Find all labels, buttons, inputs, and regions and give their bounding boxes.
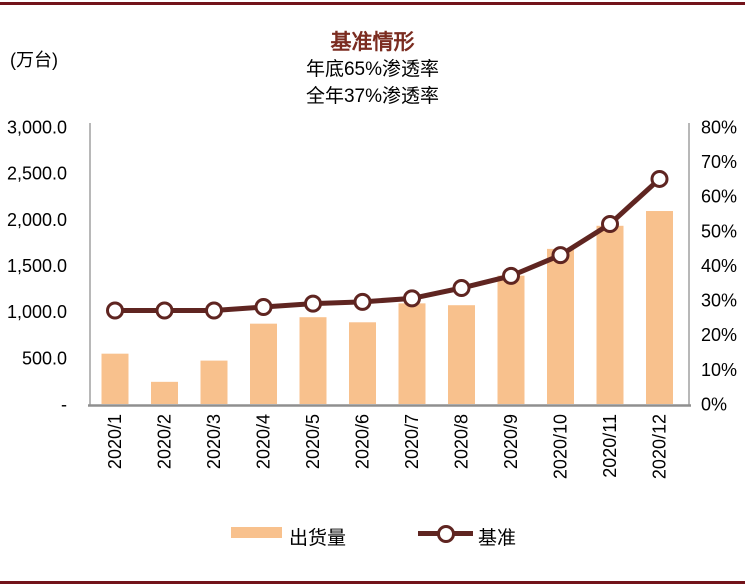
y-axis-right-tick-label: 50% <box>701 221 737 241</box>
line-marker <box>551 246 570 265</box>
y-axis-right-tick-label: 10% <box>701 360 737 380</box>
bottom-border-rule <box>0 581 745 584</box>
x-axis-tick-label: 2020/3 <box>204 414 224 469</box>
y-axis-left-tick-label: 2,000.0 <box>7 210 67 230</box>
x-axis-tick-label: 2020/11 <box>600 414 620 478</box>
line-marker <box>155 301 174 320</box>
bar <box>200 360 228 404</box>
x-axis-tick-label: 2020/4 <box>254 414 274 469</box>
bar <box>250 323 277 404</box>
line-marker <box>502 266 520 285</box>
y-axis-right-tick-label: 60% <box>701 187 737 207</box>
y-axis-right-tick-label: 70% <box>701 152 737 172</box>
y-axis-left-tick-label: 1,000.0 <box>7 302 67 322</box>
x-axis-tick-label: 2020/5 <box>303 414 323 469</box>
line-marker <box>601 214 619 233</box>
x-axis-tick-label: 2020/2 <box>155 414 175 469</box>
bar <box>398 303 426 404</box>
y-axis-right-tick-label: 0% <box>701 394 727 414</box>
line-marker <box>304 294 322 313</box>
bar <box>497 275 525 404</box>
y-axis-left-tick-label: 500.0 <box>22 348 67 368</box>
line-marker <box>205 301 223 320</box>
y-axis-left-tick-label: 1,500.0 <box>7 256 67 276</box>
chart-subtitle-line2: 全年37%渗透率 <box>305 86 440 107</box>
y-axis-left-tick-label: 2,500.0 <box>7 164 67 184</box>
bar <box>151 381 178 404</box>
chart-subtitle-line1: 年底65%渗透率 <box>305 59 440 80</box>
x-axis-tick-label: 2020/6 <box>353 414 373 469</box>
line-marker <box>403 289 421 308</box>
title-block: 基准情形 年底65%渗透率 全年37%渗透率 <box>0 29 745 110</box>
y-axis-right-tick-label: 20% <box>701 325 737 345</box>
x-axis-tick-label: 2020/10 <box>551 414 571 479</box>
line-marker <box>452 279 471 298</box>
bar <box>646 211 673 404</box>
x-axis-tick-label: 2020/12 <box>650 414 670 479</box>
line-marker <box>650 169 669 188</box>
left-axis-unit-label: (万台) <box>10 50 58 70</box>
baseline-series-line <box>115 177 662 314</box>
y-axis-left-tick-label: 3,000.0 <box>7 117 67 137</box>
y-axis-right-tick-label: 40% <box>701 256 737 276</box>
chart-title: 基准情形 <box>330 31 415 54</box>
bar <box>448 305 475 404</box>
line-marker <box>353 292 372 311</box>
y-axis-right-tick-label: 80% <box>701 117 737 137</box>
bar <box>349 322 376 404</box>
x-axis-tick-label: 2020/7 <box>402 414 422 469</box>
x-axis-tick-label: 2020/1 <box>105 414 125 469</box>
bar <box>596 225 624 404</box>
x-axis-tick-label: 2020/9 <box>501 414 521 469</box>
bar <box>299 317 327 404</box>
y-axis-left-tick-label: - <box>61 394 67 414</box>
bar <box>547 248 574 404</box>
top-border-rule <box>0 2 745 5</box>
line-marker <box>106 301 124 320</box>
line-marker <box>254 298 273 317</box>
y-axis-right-tick-label: 30% <box>701 291 737 311</box>
x-axis-tick-label: 2020/8 <box>452 414 472 469</box>
bar <box>101 353 129 404</box>
